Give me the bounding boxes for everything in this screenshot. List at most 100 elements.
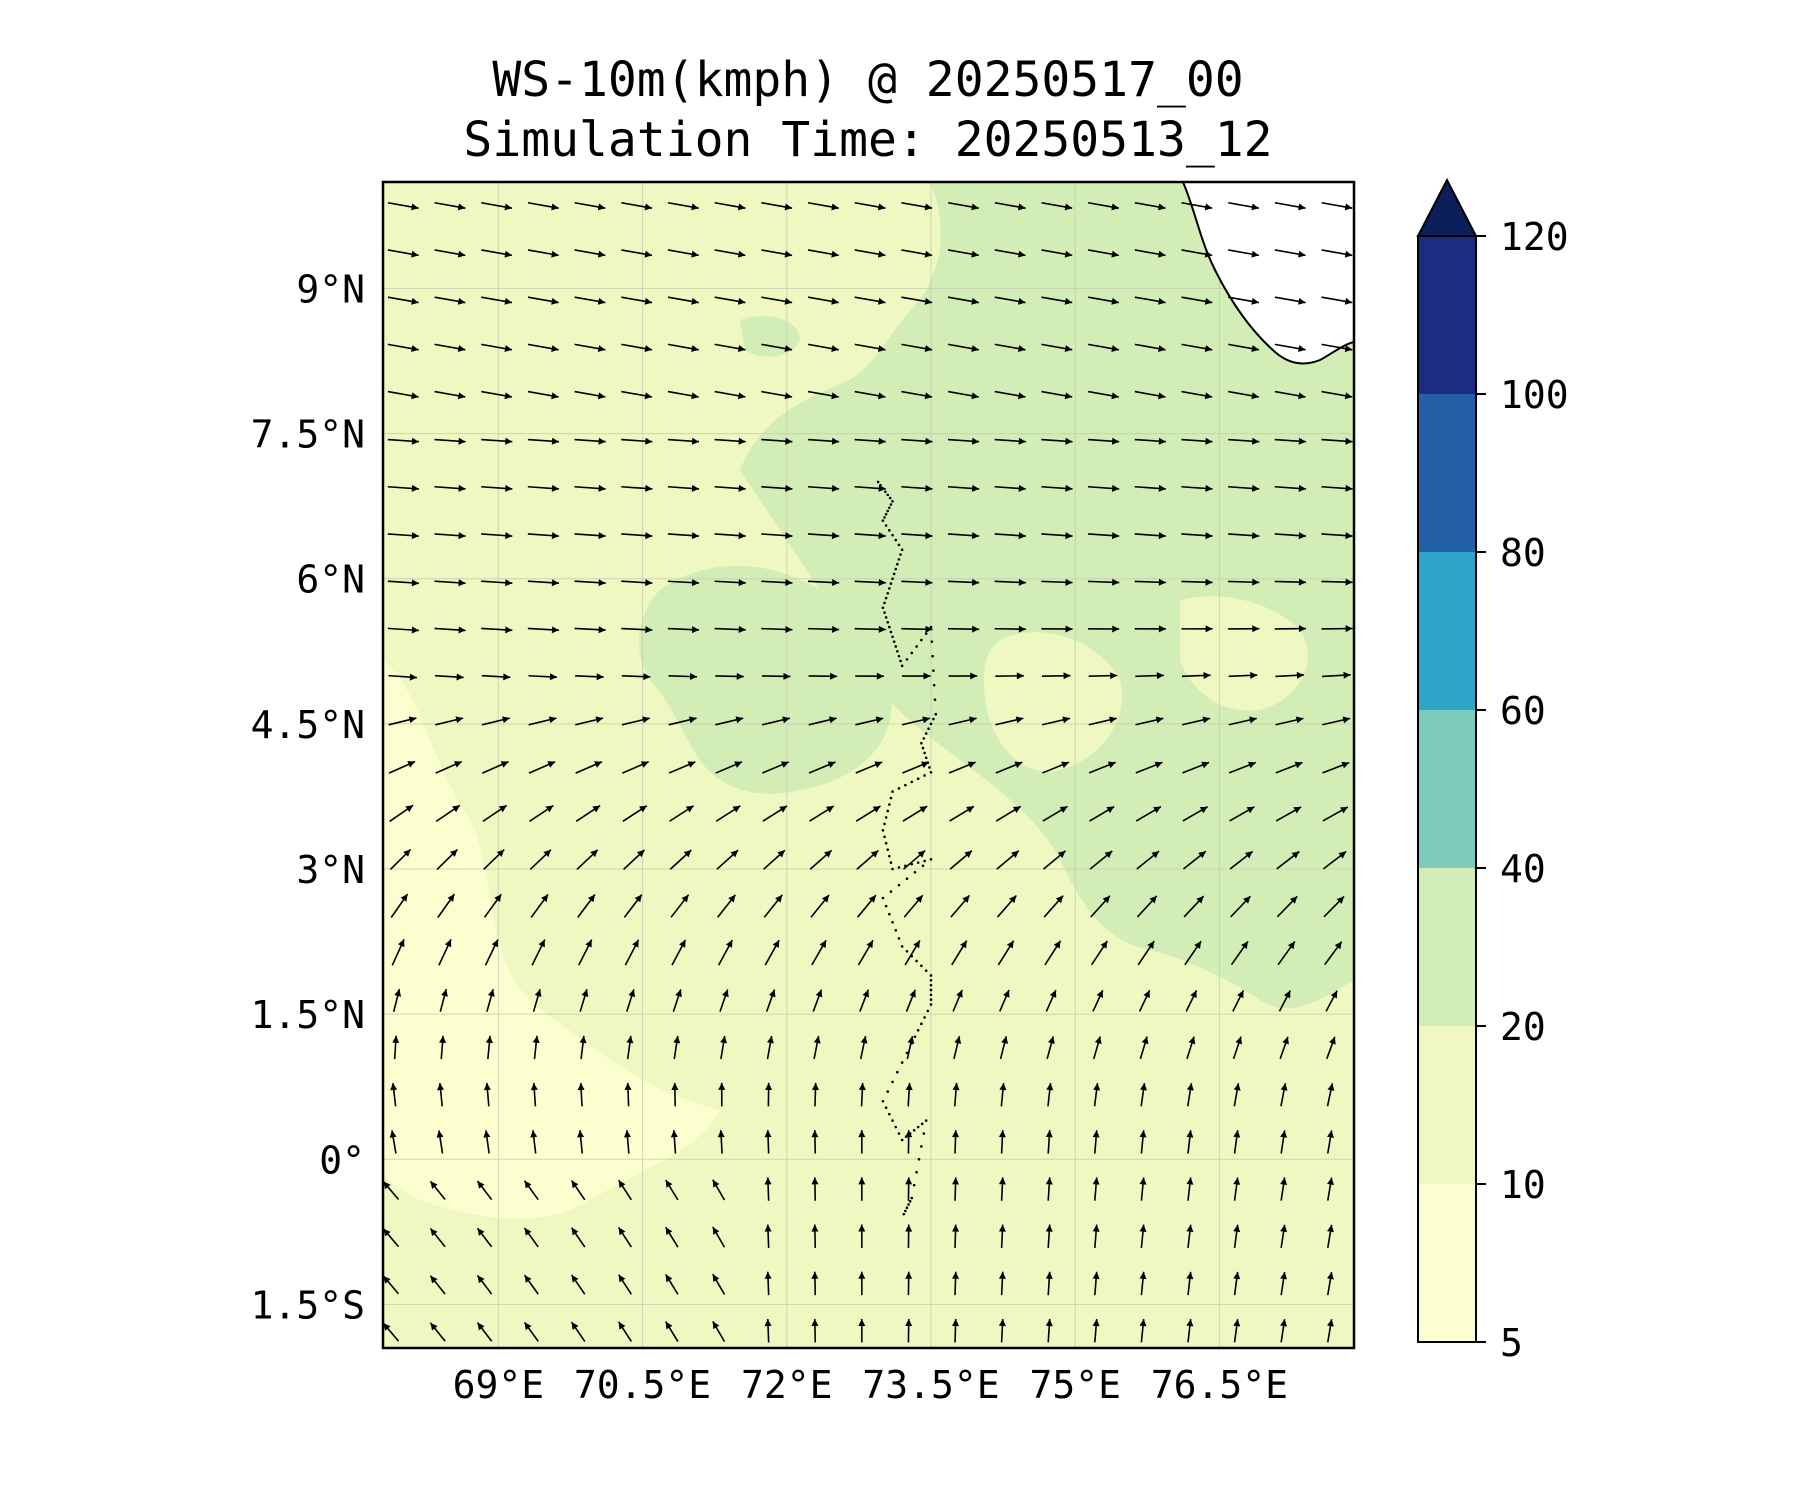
atoll-dot xyxy=(917,1126,920,1129)
atoll-dot xyxy=(882,606,885,609)
atoll-dot xyxy=(886,810,889,813)
atoll-dot xyxy=(882,897,885,900)
atoll-dot xyxy=(921,1123,924,1126)
atoll-dot xyxy=(898,1132,901,1135)
atoll-dot xyxy=(930,974,933,977)
atoll-dot xyxy=(898,558,901,561)
atoll-dot xyxy=(932,718,935,721)
atoll-dot xyxy=(888,855,891,858)
atoll-dot xyxy=(888,587,891,590)
atoll-dot xyxy=(918,1158,921,1161)
atoll-dot xyxy=(925,969,928,972)
atoll-dot xyxy=(883,611,886,614)
atoll-dot xyxy=(884,490,887,493)
atoll-dot xyxy=(930,723,933,726)
atoll-dot xyxy=(885,816,888,819)
atoll-dot xyxy=(883,602,886,605)
lon-tick-label: 75°E xyxy=(1029,1363,1121,1407)
atoll-dot xyxy=(885,513,888,516)
colorbar-segment xyxy=(1418,868,1476,1026)
atoll-dot xyxy=(888,529,891,532)
map-panel xyxy=(383,182,1354,1348)
atoll-dot xyxy=(882,519,885,522)
atoll-dot xyxy=(891,500,894,503)
colorbar-segment xyxy=(1418,394,1476,552)
colorbar-tick-label: 5 xyxy=(1500,1321,1523,1365)
atoll-dot xyxy=(931,655,934,658)
atoll-dot xyxy=(904,1210,907,1213)
atoll-dot xyxy=(930,984,933,987)
atoll-dot xyxy=(882,829,885,832)
atoll-dot xyxy=(888,803,891,806)
colorbar-tick-label: 60 xyxy=(1500,689,1546,733)
atoll-dot xyxy=(917,861,920,864)
atoll-dot xyxy=(904,784,907,787)
atoll-dot xyxy=(891,534,894,537)
lon-tick-label: 76.5°E xyxy=(1151,1363,1288,1407)
lon-tick-label: 69°E xyxy=(453,1363,545,1407)
lat-tick-label: 0° xyxy=(319,1138,365,1182)
atoll-dot xyxy=(896,1071,899,1074)
atoll-dot xyxy=(930,989,933,992)
atoll-dot xyxy=(930,994,933,997)
atoll-dot xyxy=(891,1119,894,1122)
colorbar-extend-arrow xyxy=(1418,180,1476,236)
atoll-dot xyxy=(915,1171,918,1174)
colorbar-segment xyxy=(1418,1184,1476,1342)
atoll-dot xyxy=(925,732,928,735)
atoll-dot xyxy=(920,964,923,967)
atoll-dot xyxy=(922,737,925,740)
lat-tick-label: 3°N xyxy=(296,848,365,892)
atoll-dot xyxy=(914,1035,917,1038)
atoll-dot xyxy=(917,777,920,780)
atoll-dot xyxy=(920,1023,923,1026)
lat-tick-label: 4.5°N xyxy=(251,703,365,747)
atoll-dot xyxy=(896,563,899,566)
colorbar-tick-label: 40 xyxy=(1500,847,1546,891)
colorbar-segment xyxy=(1418,236,1476,394)
atoll-dot xyxy=(898,884,901,887)
atoll-dot xyxy=(885,1106,888,1109)
atoll-dot xyxy=(890,503,893,506)
colorbar-tick-label: 10 xyxy=(1500,1163,1546,1207)
atoll-dot xyxy=(923,860,926,863)
atoll-dot xyxy=(888,626,891,629)
atoll-dot xyxy=(923,752,926,755)
atoll-dot xyxy=(917,1029,920,1032)
atoll-dot xyxy=(930,1003,933,1006)
colorbar-segment xyxy=(1418,1026,1476,1184)
atoll-dot xyxy=(932,669,935,672)
atoll-dot xyxy=(930,858,933,861)
atoll-dot xyxy=(894,568,897,571)
title-line-1: WS-10m(kmph) @ 20250517_00 xyxy=(492,52,1243,108)
atoll-dot xyxy=(890,631,893,634)
atoll-dot xyxy=(888,913,891,916)
atoll-dot xyxy=(891,577,894,580)
lon-tick-label: 70.5°E xyxy=(574,1363,711,1407)
atoll-dot xyxy=(930,626,933,629)
atoll-dot xyxy=(894,645,897,648)
atoll-dot xyxy=(877,481,880,484)
atoll-dot xyxy=(888,1113,891,1116)
lat-tick-label: 6°N xyxy=(296,558,365,602)
atoll-dot xyxy=(901,945,904,948)
colorbar-tick-label: 20 xyxy=(1500,1005,1546,1049)
atoll-dot xyxy=(934,698,937,701)
atoll-dot xyxy=(886,621,889,624)
atoll-dot xyxy=(913,1184,916,1187)
atoll-dot xyxy=(885,905,888,908)
atoll-dot xyxy=(906,950,909,953)
atoll-dot xyxy=(925,1119,928,1122)
atoll-dot xyxy=(891,790,894,793)
atoll-dot xyxy=(885,842,888,845)
atoll-dot xyxy=(894,929,897,932)
atoll-dot xyxy=(928,766,931,769)
atoll-dot xyxy=(910,652,913,655)
atoll-dot xyxy=(886,510,889,513)
atoll-dot xyxy=(890,797,893,800)
atoll-dot xyxy=(891,635,894,638)
atoll-dot xyxy=(920,1145,923,1148)
